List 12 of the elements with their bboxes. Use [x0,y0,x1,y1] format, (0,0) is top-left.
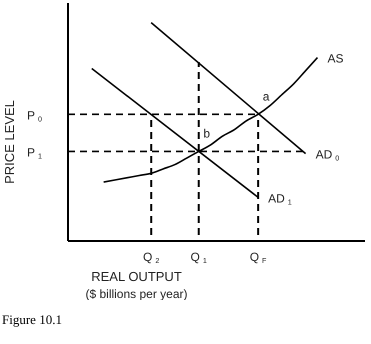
series-label: AD$_{1}$ [268,191,292,207]
x-tick-label: Q$_{2}$ [142,250,160,266]
annotation: b [203,126,210,140]
x-tick-label: Q$_{1}$ [190,250,207,266]
x-tick-label: Q$_{F}$ [250,250,268,266]
annotation: a [262,89,270,104]
text: P$_{1}$ [26,145,42,161]
caption: Figure 10.1 [2,312,62,328]
y-axis-title: PRICE LEVEL [2,100,17,184]
text: P$_{0}$ [26,108,42,124]
series-label: AS [327,52,344,66]
series-label: AD$_{0}$ [316,148,340,164]
